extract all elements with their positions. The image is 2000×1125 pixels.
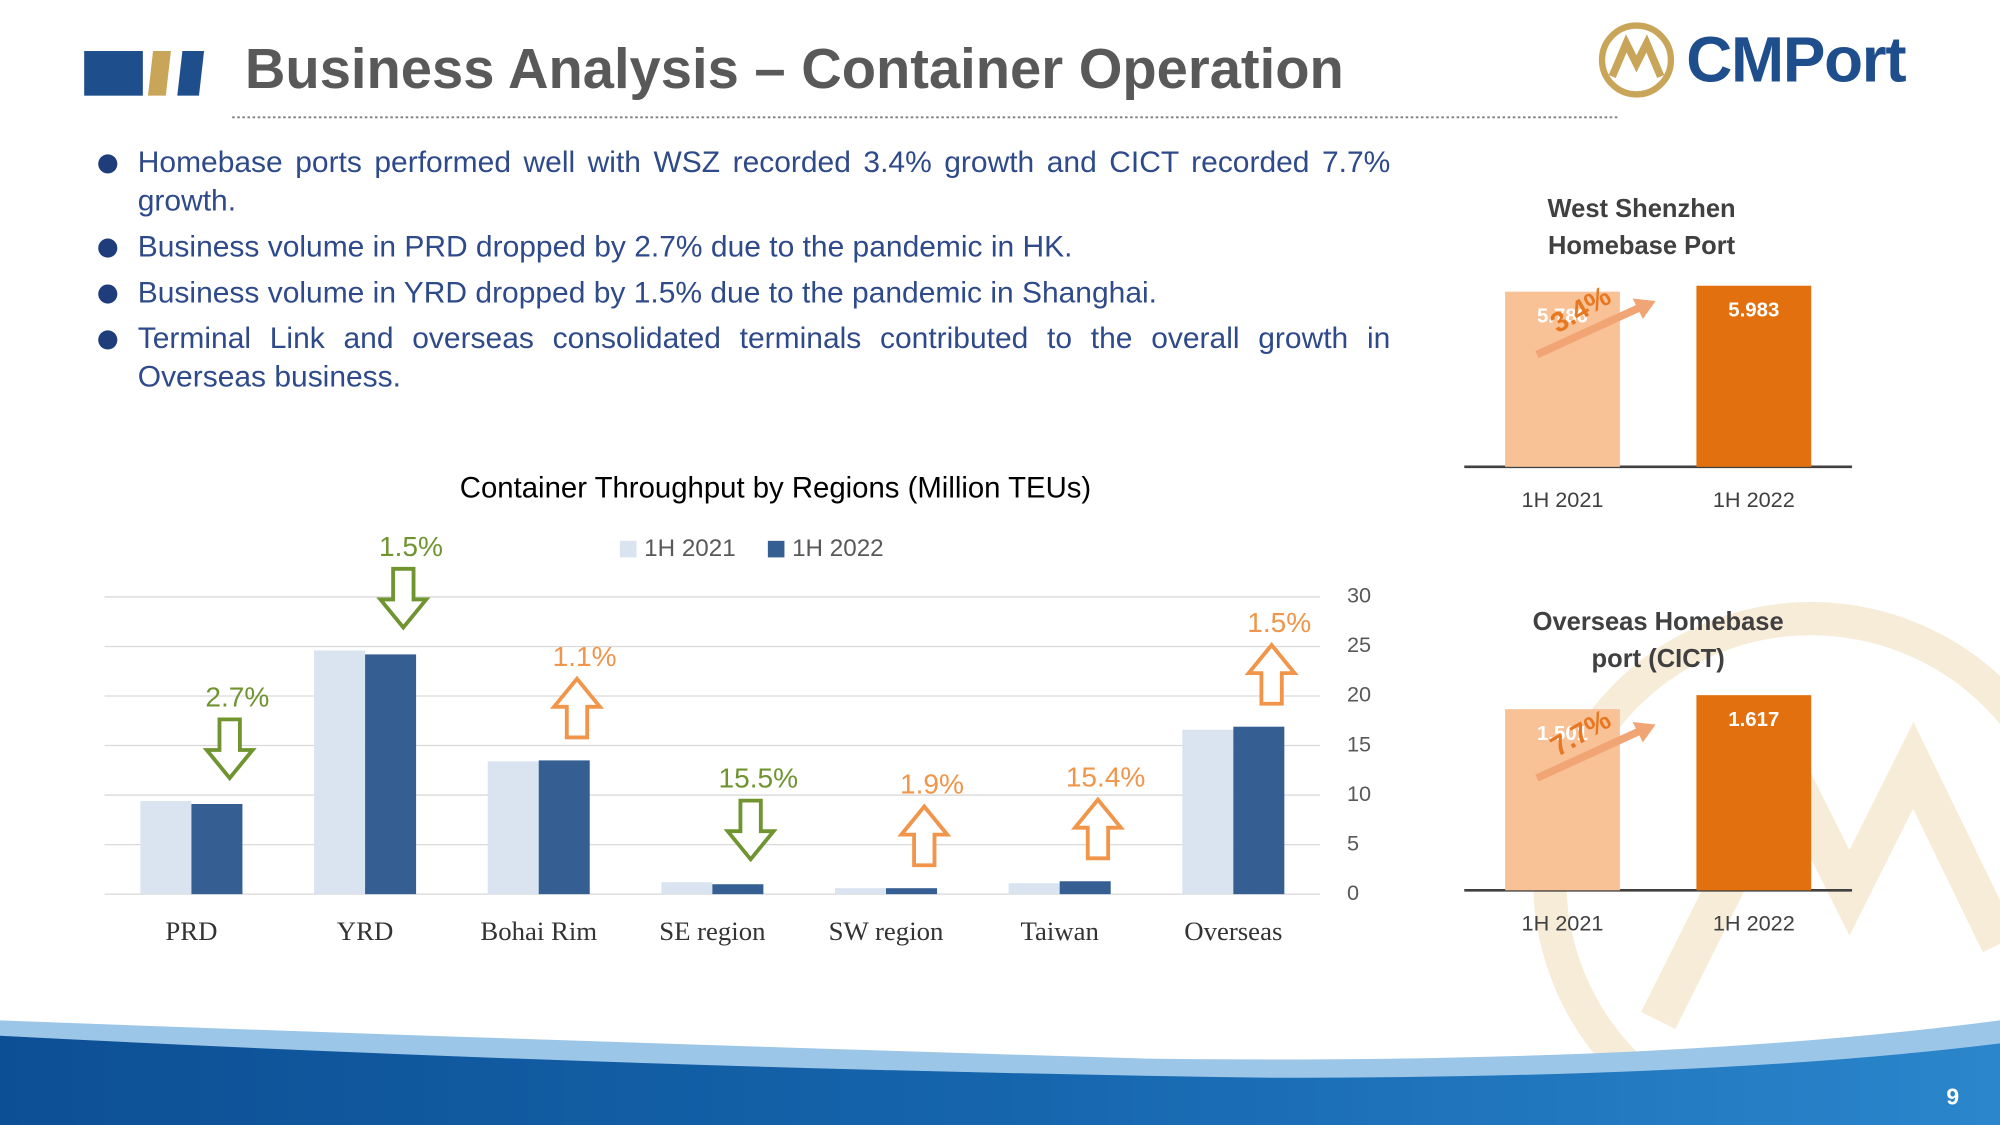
x-tick-label: 1H 2021: [1522, 910, 1604, 935]
y-tick-label: 15: [1347, 731, 1371, 756]
x-tick-label: Bohai Rim: [480, 916, 597, 946]
value-label: 1.617: [1728, 709, 1779, 731]
bar: [661, 882, 713, 895]
y-tick-label: 25: [1347, 632, 1371, 657]
slide-title: Business Analysis – Container Operation: [244, 38, 1344, 101]
bar: [835, 888, 887, 895]
y-tick-label: 20: [1347, 682, 1371, 707]
change-arrow: [549, 675, 604, 740]
bar: [1008, 883, 1060, 895]
legend-swatch: [619, 540, 637, 558]
bar: [1182, 729, 1234, 895]
growth-arrow: [1632, 721, 1656, 743]
change-label: 1.5%: [379, 531, 443, 562]
chart-title: West Shenzhen Homebase Port: [1547, 195, 1736, 261]
title-block: [177, 51, 205, 96]
y-tick-label: 5: [1347, 830, 1359, 855]
bar: [1233, 726, 1285, 895]
change-arrow: [723, 798, 778, 863]
y-tick-label: 0: [1347, 880, 1359, 905]
y-tick-label: 30: [1347, 583, 1371, 608]
change-arrow: [897, 803, 952, 868]
change-label: 2.7%: [205, 681, 269, 712]
bar: [886, 888, 938, 895]
x-tick-label: SW region: [829, 916, 944, 946]
bar: [140, 801, 192, 895]
x-tick-label: SE region: [659, 916, 765, 946]
bar: [1505, 709, 1620, 891]
value-label: 5.983: [1728, 300, 1779, 322]
change-arrow: [202, 717, 257, 782]
bar: [487, 761, 539, 895]
bar: [712, 884, 764, 895]
change-label: 15.5%: [719, 763, 799, 794]
legend-swatch: [767, 540, 785, 558]
change-label: 1.9%: [900, 769, 964, 800]
bullet: Homebase ports performed well with WSZ r…: [96, 143, 1391, 220]
change-label: 1.1%: [553, 641, 617, 672]
growth-arrow: [1632, 298, 1656, 319]
x-tick-label: 1H 2022: [1713, 910, 1795, 935]
bar: [1696, 695, 1812, 891]
bullet: Terminal Link and overseas consolidated …: [96, 319, 1391, 396]
legend-label: 1H 2022: [792, 535, 884, 562]
growth-arrow: [1535, 726, 1645, 782]
legend-label: 1H 2021: [644, 535, 736, 562]
x-tick-label: 1H 2021: [1522, 487, 1604, 512]
x-tick-label: PRD: [165, 916, 217, 946]
bar: [538, 760, 590, 895]
page-number: 9: [1946, 1083, 1959, 1109]
title-block: [147, 51, 171, 96]
bar: [1059, 881, 1111, 895]
bullet: Business volume in YRD dropped by 1.5% d…: [96, 273, 1391, 311]
x-tick-label: YRD: [337, 916, 394, 946]
logo-mark: [1598, 22, 1675, 98]
bar: [1696, 285, 1812, 467]
chart-title: Container Throughput by Regions (Million…: [460, 472, 1091, 505]
change-arrow: [1244, 642, 1299, 706]
logo-text: CMPort: [1686, 24, 1906, 96]
y-tick-label: 10: [1347, 781, 1371, 806]
bar: [365, 654, 417, 895]
bullet: Business volume in PRD dropped by 2.7% d…: [96, 227, 1391, 265]
bullet-list: Homebase ports performed well with WSZ r…: [96, 143, 1391, 403]
logo-mark: [1608, 34, 1665, 79]
x-tick-label: Overseas: [1184, 916, 1282, 946]
bar: [314, 650, 366, 895]
change-arrow: [1070, 796, 1125, 861]
bar: [191, 803, 243, 895]
footer-band: [0, 1035, 2000, 1125]
x-tick-label: 1H 2022: [1713, 487, 1795, 512]
x-tick-label: Taiwan: [1020, 916, 1098, 946]
value-label: 1.501: [1537, 723, 1588, 745]
growth-arrow: [1535, 302, 1645, 359]
change-arrow: [376, 566, 431, 631]
change-label: 1.5%: [1247, 607, 1311, 638]
chart-title: Overseas Homebase port (CICT): [1532, 608, 1784, 674]
value-label: 5.786: [1537, 306, 1588, 328]
title-block: [84, 51, 143, 96]
change-label: 15.4%: [1066, 762, 1146, 793]
bar: [1505, 291, 1620, 467]
